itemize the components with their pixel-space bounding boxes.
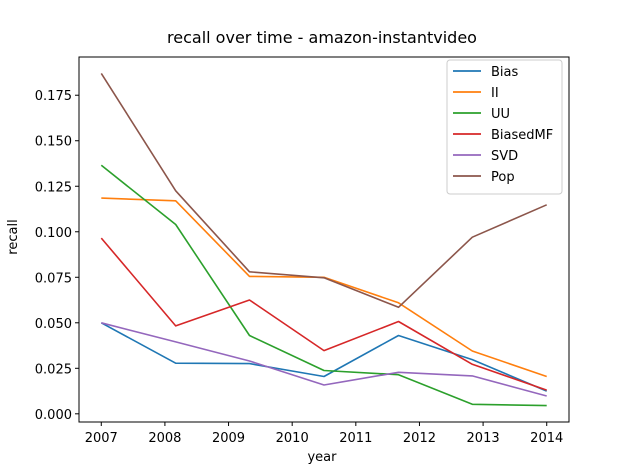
legend-label-biasedmf: BiasedMF <box>491 128 553 143</box>
y-tick-label: 0.000 <box>35 408 72 423</box>
x-tick-label: 2007 <box>85 431 118 446</box>
x-tick-label: 2014 <box>530 431 563 446</box>
x-tick-label: 2010 <box>276 431 309 446</box>
series-line-bias <box>100 322 548 392</box>
x-axis: 2007 2008 2009 2010 2011 2012 2013 2014 <box>85 422 563 446</box>
y-tick-label: 0.175 <box>35 89 72 104</box>
x-tick-label: 2011 <box>339 431 372 446</box>
y-axis-label: recall <box>6 219 21 254</box>
y-tick-label: 0.125 <box>35 180 72 195</box>
y-tick-label: 0.150 <box>35 135 72 150</box>
x-tick-label: 2013 <box>467 431 500 446</box>
x-tick-label: 2012 <box>403 431 436 446</box>
legend-label-pop: Pop <box>491 170 515 185</box>
plot-frame <box>78 56 570 423</box>
legend-box <box>446 59 563 195</box>
x-tick-label: 2009 <box>212 431 245 446</box>
y-tick-label: 0.100 <box>35 226 72 241</box>
y-axis: 0.000 0.025 0.050 0.075 0.100 0.125 0.150 0.175 <box>35 89 79 423</box>
x-tick-label: 2008 <box>148 431 181 446</box>
y-tick-label: 0.050 <box>35 317 72 332</box>
y-tick-label: 0.025 <box>35 362 72 377</box>
legend-label-uu: UU <box>491 107 510 122</box>
x-axis-label: year <box>307 450 337 465</box>
chart-title: recall over time - amazon-instantvideo <box>167 28 477 47</box>
legend-label-ii: II <box>491 86 499 101</box>
series-line-svd <box>101 322 547 397</box>
legend-label-bias: Bias <box>491 65 518 80</box>
series-line-biasedmf <box>100 237 547 391</box>
series-line-pop <box>100 72 548 309</box>
y-tick-label: 0.075 <box>35 271 72 286</box>
legend-label-svd: SVD <box>491 149 518 164</box>
legend: Bias II UU BiasedMF SVD Pop <box>446 59 563 195</box>
series-line-uu <box>100 164 547 407</box>
plot-area <box>78 56 570 423</box>
